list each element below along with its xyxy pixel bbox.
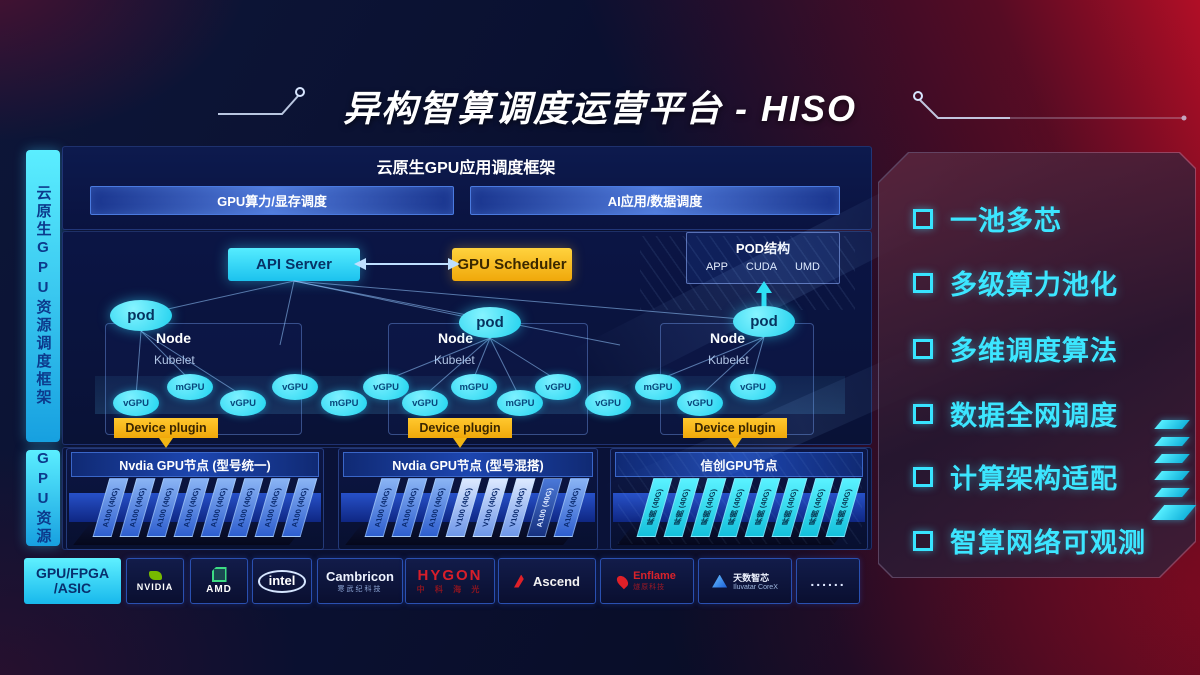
page-title: 异构智算调度运营平台 - HISO [342,88,857,129]
node-label-1: Node [156,330,191,346]
device-plugin-2: Device plugin [408,418,512,438]
gpu-group-title: Nvdia GPU节点 (型号混搭) [343,452,593,477]
kubelet-label-1: Kubelet [154,353,195,367]
square-bullet-icon [913,404,933,424]
vgpu-ellipse: vGPU [272,374,318,400]
vendor-iluvatar: 天数智芯 Iluvatar CoreX [698,558,792,604]
mgpu-ellipse: mGPU [321,390,367,416]
vgpu-ellipse: vGPU [113,390,159,416]
device-plugin-1: Device plugin [114,418,218,438]
gpu-group-uniform: Nvdia GPU节点 (型号统一) A100 (40G) A100 (40G)… [66,448,324,550]
mgpu-ellipse: mGPU [635,374,681,400]
square-bullet-icon [913,339,933,359]
device-plugin-3: Device plugin [683,418,787,438]
pod-ellipse-1: pod [110,300,172,331]
pod-structure-app: APP [706,261,728,273]
framework-header: 云原生GPU应用调度框架 [376,160,556,177]
down-arrow-icon [728,438,742,455]
feature-panel: 一池多芯 多级算力池化 多维调度算法 数据全网调度 计算架构适配 智算网络可观测 [878,152,1196,578]
vgpu-ellipse: vGPU [363,374,409,400]
ascend-logo-icon [514,574,524,588]
vgpu-ellipse: vGPU [585,390,631,416]
feature-item: 智算网络可观测 [913,521,1146,560]
down-arrow-icon [159,438,173,455]
vendor-ascend: Ascend [498,558,596,604]
vendor-hygon: HYGON 中 科 海 光 [405,558,495,604]
pod-structure-umd: UMD [795,261,820,273]
feature-item: 多维调度算法 [913,329,1118,368]
kubelet-label-3: Kubelet [708,353,749,367]
vgpu-ellipse: vGPU [402,390,448,416]
sidebar-gpu-bar: GPU资源 [26,450,60,546]
sidebar-gpu-label: GPU资源 [34,450,52,546]
sidebar-framework-label: 云原生GPU资源调度框架 [34,185,52,407]
iluvatar-logo-icon [712,574,728,588]
api-server-box: API Server [228,248,360,281]
gpu-group-title: 信创GPU节点 [615,452,863,477]
gpu-scheduler-box: GPU Scheduler [452,248,572,281]
amd-logo-icon [211,567,227,582]
framework-box-compute: GPU算力/显存调度 [90,186,454,215]
vendor-category-label: GPU/FPGA /ASIC [24,558,121,604]
sidebar-framework-bar: 云原生GPU资源调度框架 [26,150,60,442]
enflame-logo-icon [614,573,631,589]
feature-item: 多级算力池化 [913,263,1118,302]
vendor-amd: AMD [190,558,248,604]
vendor-intel: intel [252,558,312,604]
intel-logo-icon: intel [257,569,307,593]
feature-item: 计算架构适配 [913,457,1118,496]
gpu-group-title: Nvdia GPU节点 (型号统一) [71,452,319,477]
vgpu-ellipse: vGPU [730,374,776,400]
gpu-group-xinchuang: 信创GPU节点 昇腾 (40G) 昇腾 (40G) 昇腾 (40G) 昇腾 (4… [610,448,868,550]
pod-structure-title: POD结构 [687,238,839,257]
kubelet-label-2: Kubelet [434,353,475,367]
feature-item: 一池多芯 [913,199,1062,238]
mgpu-ellipse: mGPU [451,374,497,400]
vendor-nvidia: NVIDIA [126,558,184,604]
pod-structure-cuda: CUDA [746,261,777,273]
mgpu-ellipse: mGPU [497,390,543,416]
square-bullet-icon [913,531,933,551]
pod-ellipse-3: pod [733,306,795,337]
pod-structure-box: POD结构 APP CUDA UMD [686,232,840,284]
feature-panel-inner: 一池多芯 多级算力池化 多维调度算法 数据全网调度 计算架构适配 智算网络可观测 [879,153,1195,577]
square-bullet-icon [913,273,933,293]
hazard-stripes-decor [1151,420,1197,528]
mgpu-ellipse: mGPU [167,374,213,400]
framework-box-ai: AI应用/数据调度 [470,186,840,215]
pod-ellipse-2: pod [459,307,521,338]
vendor-cambricon: Cambricon 寒武纪科技 [317,558,403,604]
feature-item: 数据全网调度 [913,394,1118,433]
vendor-enflame: Enflame 燧原科技 [600,558,694,604]
nvidia-logo-icon [148,570,162,580]
down-arrow-icon [453,438,467,455]
square-bullet-icon [913,467,933,487]
vgpu-ellipse: vGPU [677,390,723,416]
square-bullet-icon [913,209,933,229]
gpu-group-mixed: Nvdia GPU节点 (型号混搭) A100 (40G) A100 (40G)… [338,448,598,550]
vgpu-ellipse: vGPU [535,374,581,400]
vendor-more: ...... [796,558,860,604]
vgpu-ellipse: vGPU [220,390,266,416]
